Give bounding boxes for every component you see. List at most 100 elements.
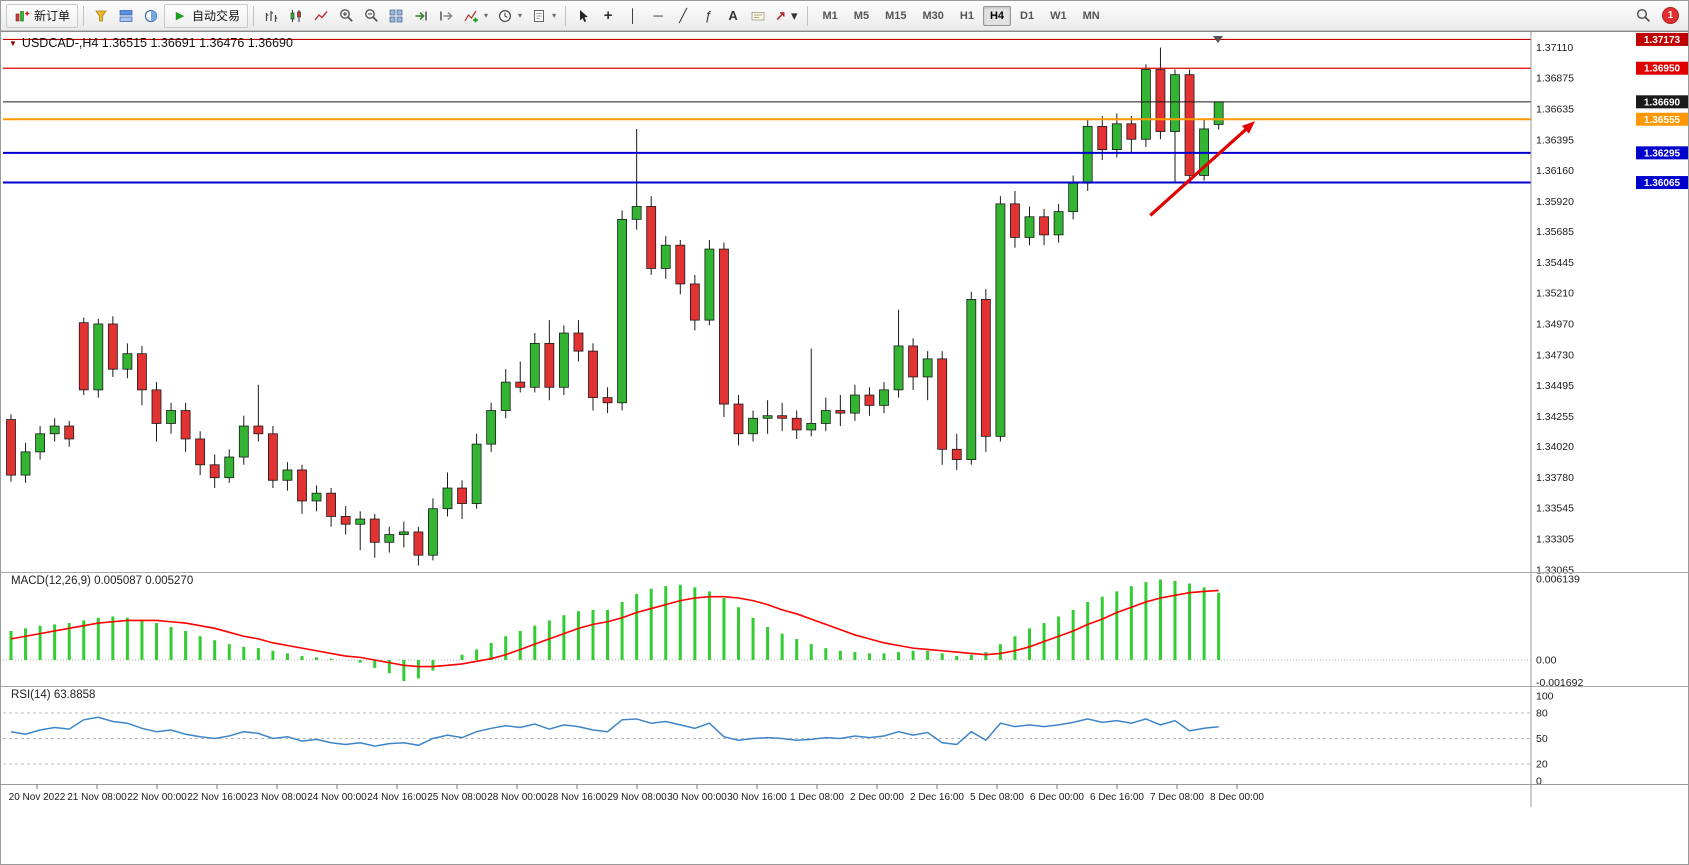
profiles-button[interactable] (89, 4, 113, 28)
trend-arrow[interactable] (1149, 121, 1256, 217)
time-axis-label: 1 Dec 08:00 (790, 792, 844, 803)
rsi-line (10, 716, 1219, 747)
bar-chart-button[interactable] (259, 4, 283, 28)
toolbar-separator (806, 5, 808, 26)
trendline-button[interactable]: ╱ (671, 4, 695, 28)
timeframe-d1-button[interactable]: D1 (1013, 6, 1041, 26)
text-tool-button[interactable]: A (721, 4, 745, 28)
candle-body (689, 283, 700, 321)
zoom-out-icon (363, 8, 379, 23)
autotrading-button[interactable]: ▶ 自动交易 (164, 3, 249, 28)
candle-body (1024, 216, 1035, 238)
price-badge (1636, 146, 1688, 160)
candle-body (748, 417, 758, 435)
chart-window: 1.37110 1.36875 1.36635 1.36395 1.36160 1.359… (1, 31, 1689, 864)
toolbar-right: 1 (1631, 4, 1683, 28)
price-badge (1636, 176, 1688, 190)
time-axis-label: 29 Nov 08:00 (607, 792, 667, 803)
candle-body (471, 443, 482, 504)
timeframe-w1-button[interactable]: W1 (1043, 6, 1074, 26)
data-window-button[interactable] (139, 4, 163, 28)
profiles-icon (93, 8, 109, 23)
candle-body (78, 322, 89, 391)
candle-body (122, 353, 133, 370)
candle-body (704, 248, 715, 321)
chevron-down-icon: ▾ (484, 11, 489, 20)
chart-canvas[interactable]: 1.37110 1.36875 1.36635 1.36395 1.36160 1.359… (1, 32, 1689, 837)
candle-body (515, 381, 526, 388)
timeframe-m5-button[interactable]: M5 (847, 6, 876, 26)
timeframe-h4-button[interactable]: H4 (982, 5, 1012, 26)
candle-body (1141, 69, 1151, 140)
candle-body (267, 433, 278, 481)
time-axis-label: 30 Nov 16:00 (727, 792, 787, 803)
horizontal-line-icon: ─ (653, 8, 663, 23)
rsi-axis-label: 80 (1536, 708, 1548, 720)
candle-body (966, 299, 977, 461)
timeframe-mn-button[interactable]: MN (1076, 6, 1107, 26)
price-badge-label: 1.36295 (1644, 148, 1681, 159)
candle-body (777, 415, 788, 419)
chart-shift-marker[interactable] (1213, 36, 1223, 43)
candle-body (6, 419, 16, 476)
candle-body (850, 394, 860, 414)
candle-body (1126, 123, 1137, 140)
time-axis-label: 6 Dec 16:00 (1090, 792, 1144, 803)
time-axis-label: 6 Dec 00:00 (1030, 792, 1084, 803)
toolbar-separator (565, 5, 567, 26)
text-label-button[interactable] (746, 4, 770, 28)
auto-scroll-button[interactable] (409, 4, 433, 28)
timeframe-h1-button[interactable]: H1 (953, 6, 981, 26)
line-chart-button[interactable] (309, 4, 333, 28)
rsi-axis-label: 0 (1536, 776, 1542, 788)
price-badge (1636, 112, 1688, 126)
notifications-badge[interactable]: 1 (1662, 7, 1679, 24)
candle-body (107, 323, 118, 370)
periods-button[interactable]: ▾ (493, 4, 526, 28)
zoom-out-button[interactable] (359, 4, 383, 28)
horizontal-line-button[interactable]: ─ (646, 4, 670, 28)
price-axis-label: 1.34255 (1536, 411, 1574, 423)
crosshair-button[interactable]: + (596, 4, 620, 28)
search-button[interactable] (1631, 4, 1655, 28)
new-order-button[interactable]: 新订单 (6, 3, 79, 28)
chart-shift-button[interactable] (434, 4, 458, 28)
candle-body (355, 518, 366, 525)
tile-windows-button[interactable] (384, 4, 408, 28)
arrows-tool-button[interactable]: ↗ ▾ (771, 4, 801, 28)
time-axis-label: 28 Nov 00:00 (487, 792, 547, 803)
candle-body (398, 531, 409, 535)
market-watch-button[interactable] (114, 4, 138, 28)
rsi-axis-label: 100 (1536, 691, 1554, 703)
chevron-down-icon: ▾ (790, 7, 798, 23)
chart-shift-icon (438, 8, 454, 23)
timeframe-m15-button[interactable]: M15 (878, 6, 913, 26)
time-axis-label: 2 Dec 00:00 (850, 792, 904, 803)
price-badge (1636, 32, 1688, 46)
market-watch-icon (118, 8, 134, 23)
candle-body (660, 244, 671, 269)
price-axis-label: 1.35685 (1536, 226, 1574, 238)
time-axis-label: 22 Nov 16:00 (187, 792, 247, 803)
bar-chart-icon (263, 8, 279, 23)
fibonacci-icon: ƒ (704, 8, 712, 23)
candle-body (1068, 182, 1079, 213)
timeframe-m1-button[interactable]: M1 (816, 6, 845, 26)
templates-button[interactable]: ▾ (527, 4, 560, 28)
indicators-button[interactable]: ▾ (459, 4, 492, 28)
chart-bg (1, 32, 1688, 837)
candle-body (311, 492, 322, 502)
candle-body (384, 534, 395, 543)
autotrading-play-icon: ▶ (175, 10, 185, 22)
zoom-in-button[interactable] (334, 4, 358, 28)
time-axis-label: 30 Nov 00:00 (667, 792, 727, 803)
vertical-line-button[interactable]: │ (621, 4, 645, 28)
fibonacci-button[interactable]: ƒ (696, 4, 720, 28)
price-axis-label: 1.37110 (1536, 42, 1573, 54)
rsi-axis-label: 20 (1536, 759, 1548, 771)
timeframe-m30-button[interactable]: M30 (915, 6, 950, 26)
cursor-button[interactable] (571, 4, 595, 28)
candlestick-chart-button[interactable] (284, 4, 308, 28)
candle-body (428, 508, 438, 556)
